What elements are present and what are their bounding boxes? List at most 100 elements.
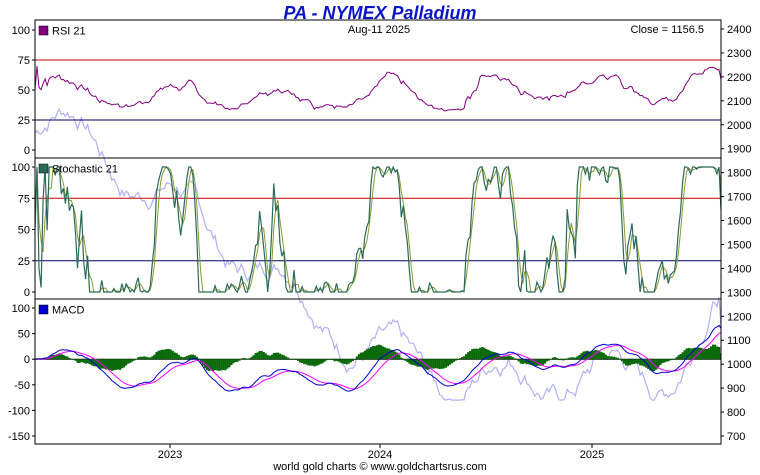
histogram-bar	[155, 352, 158, 360]
histogram-bar	[477, 348, 480, 360]
histogram-bar	[713, 344, 717, 360]
histogram-bar	[489, 350, 492, 360]
x-tick-label: 2024	[368, 449, 392, 461]
histogram-bar	[554, 357, 557, 360]
left-tick-label: 100	[12, 303, 30, 315]
histogram-bar	[339, 359, 342, 363]
histogram-bar	[420, 359, 423, 367]
histogram-bar	[485, 349, 488, 360]
left-tick-label: 25	[18, 256, 30, 268]
histogram-bar	[392, 350, 395, 360]
histogram-bar	[657, 359, 660, 368]
histogram-bar	[68, 357, 71, 360]
histogram-bar	[153, 354, 156, 360]
histogram-bar	[693, 347, 696, 360]
histogram-bar	[90, 359, 93, 366]
histogram-bar	[444, 359, 447, 368]
histogram-bar	[305, 359, 308, 365]
histogram-bar	[167, 349, 170, 360]
right-tick-label: 1100	[727, 335, 751, 347]
histogram-bar	[497, 354, 500, 360]
histogram-bar	[143, 356, 146, 360]
histogram-bar	[463, 356, 466, 360]
histogram-bar	[495, 352, 498, 360]
histogram-bar	[525, 359, 528, 365]
histogram-bar	[248, 358, 251, 360]
histogram-bar	[311, 359, 314, 366]
histogram-bar	[635, 359, 638, 364]
left-tick-label: 75	[18, 55, 30, 67]
histogram-bar	[214, 359, 217, 371]
histogram-bar	[509, 356, 512, 360]
histogram-bar	[191, 354, 195, 360]
macd-signal-line	[35, 331, 721, 390]
histogram-bar	[630, 359, 634, 365]
stochastic-signal-line-group	[35, 165, 721, 293]
macd-signal-line-group	[35, 331, 721, 390]
histogram-bar	[361, 352, 365, 360]
histogram-bar	[438, 359, 441, 370]
histogram-bar	[408, 359, 411, 364]
histogram-bar	[456, 359, 460, 360]
histogram-bar	[288, 358, 292, 360]
histogram-bar	[133, 359, 136, 361]
histogram-bar	[280, 354, 284, 360]
histogram-bar	[531, 359, 535, 366]
histogram-bar	[284, 356, 288, 360]
right-tick-label: 1000	[727, 359, 751, 371]
histogram-bar	[254, 353, 257, 360]
histogram-bar	[432, 359, 435, 369]
left-tick-label: 50	[18, 85, 30, 97]
left-tick-label: 25	[18, 115, 30, 127]
footer-credit: world gold charts © www.goldchartsrus.co…	[273, 461, 487, 473]
histogram-bar	[232, 359, 235, 364]
histogram-bar	[416, 359, 419, 367]
histogram-bar	[632, 359, 636, 365]
rsi-line-group	[35, 65, 721, 112]
histogram-bar	[222, 359, 225, 371]
histogram-bar	[139, 356, 142, 360]
histogram-bar	[521, 359, 524, 365]
histogram-bar	[197, 359, 201, 360]
histogram-bar	[618, 359, 622, 360]
histogram-bar	[216, 359, 219, 371]
histogram-bar	[574, 357, 577, 360]
histogram-bar	[250, 356, 253, 360]
left-tick-label: 100	[12, 25, 30, 37]
right-tick-label: 900	[727, 383, 745, 395]
histogram-bar	[679, 354, 682, 360]
histogram-bar	[483, 347, 486, 360]
stochastic-signal-line	[35, 165, 721, 293]
histogram-bar	[382, 346, 385, 360]
histogram-bar	[576, 356, 579, 360]
histogram-bar	[467, 352, 470, 360]
histogram-bar	[562, 359, 565, 361]
histogram-bar	[181, 357, 184, 360]
histogram-bar	[402, 359, 405, 360]
right-tick-label: 2400	[727, 24, 751, 36]
histogram-bar	[677, 355, 680, 360]
histogram-bar	[123, 359, 126, 368]
histogram-bar	[175, 353, 178, 360]
right-tick-label: 800	[727, 407, 745, 419]
histogram-bar	[643, 359, 646, 367]
histogram-bar	[171, 350, 174, 360]
histogram-bar	[114, 359, 118, 370]
histogram-bar	[218, 359, 221, 371]
right-tick-label: 1300	[727, 287, 751, 299]
histogram-bar	[64, 356, 67, 360]
histogram-bar	[699, 347, 702, 360]
histogram-bar	[80, 359, 83, 363]
histogram-bar	[533, 359, 537, 367]
x-tick-label: 2025	[580, 449, 604, 461]
histogram-bar	[351, 359, 354, 362]
histogram-bar	[572, 357, 575, 360]
histogram-bar	[272, 352, 275, 360]
histogram-bar	[185, 356, 188, 360]
histogram-bar	[319, 359, 322, 364]
histogram-bar	[499, 356, 502, 360]
histogram-bar	[131, 359, 134, 362]
histogram-bar	[355, 356, 358, 360]
histogram-bar	[262, 352, 265, 360]
right-tick-label: 1600	[727, 216, 751, 228]
